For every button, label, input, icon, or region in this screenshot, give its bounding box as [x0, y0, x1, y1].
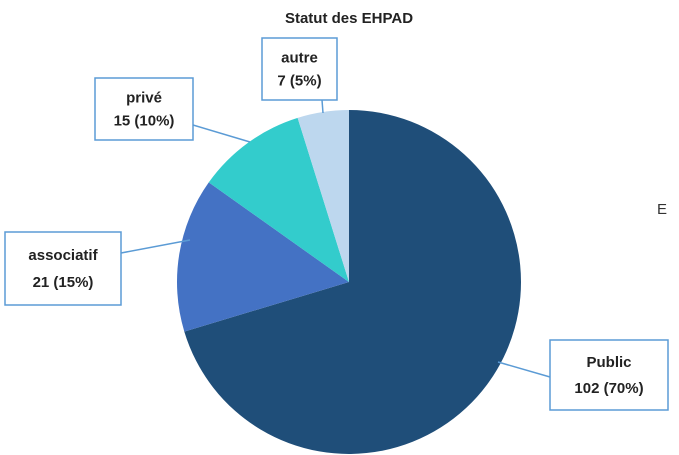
slice-label: autre	[281, 49, 318, 66]
leader-line	[321, 99, 324, 114]
leader-line	[120, 239, 191, 254]
pie-slice	[176, 182, 349, 332]
pie-slice	[184, 110, 522, 454]
annotation: E	[657, 201, 667, 218]
leader-line	[192, 124, 251, 143]
pie-slice	[297, 110, 349, 282]
slice-label: Public	[586, 354, 631, 371]
label-box	[94, 77, 194, 141]
value-label: 21 (15%)	[33, 274, 94, 291]
leader-line	[497, 361, 551, 378]
slice-label: associatif	[28, 247, 98, 264]
value-label: 102 (70%)	[574, 380, 643, 397]
value-label: 15 (10%)	[114, 112, 175, 129]
label-box	[261, 37, 338, 101]
chart-title: Statut des EHPAD	[285, 10, 413, 27]
pie-slice	[208, 117, 349, 282]
slice-label: privé	[126, 89, 162, 106]
label-box	[4, 231, 122, 306]
value-label: 7 (5%)	[277, 72, 321, 89]
label-box	[549, 339, 669, 411]
